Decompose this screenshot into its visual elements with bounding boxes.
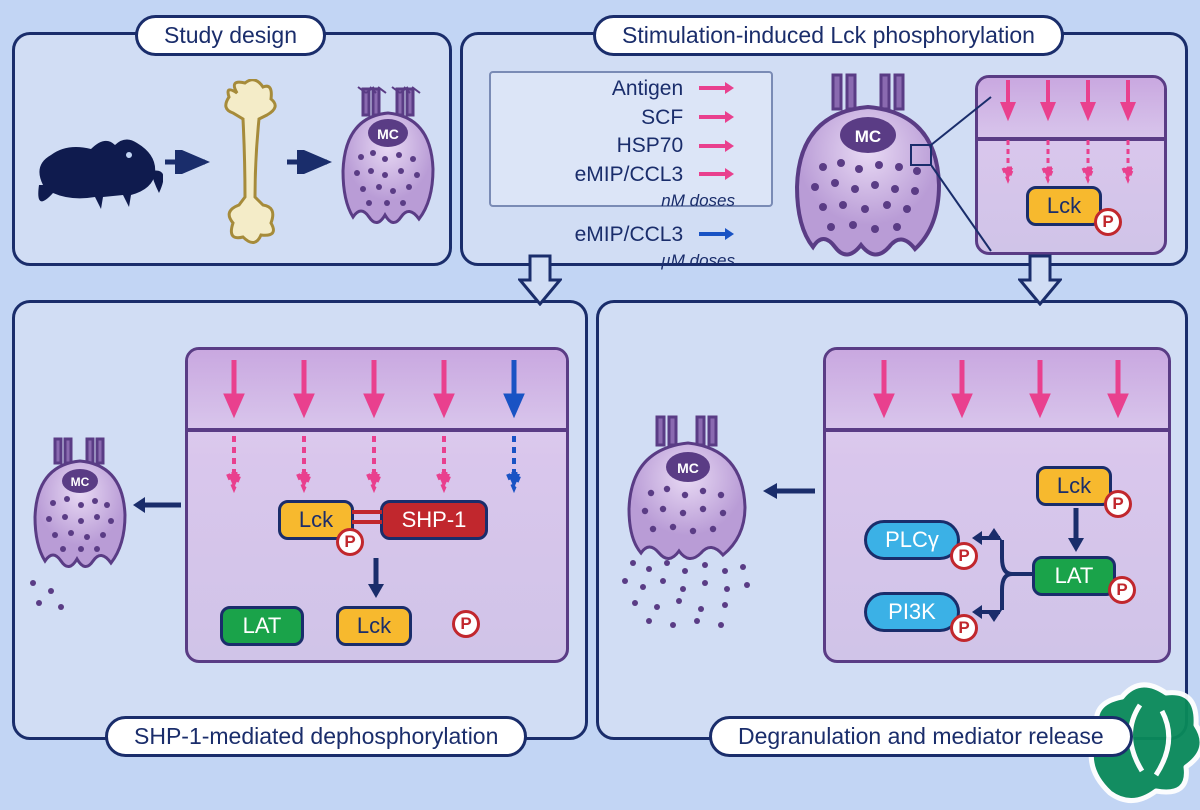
panel-study-design: Study design — [12, 32, 452, 266]
shp1-box: SHP-1 — [380, 500, 488, 540]
stim-emip-nm: eMIP/CCL3 — [575, 163, 684, 186]
phos-lck-p4: P — [1104, 490, 1132, 518]
nm-note: nM doses — [489, 190, 735, 213]
lat-p3: LAT — [220, 606, 304, 646]
title-shp1: SHP-1-mediated dephosphorylation — [105, 716, 527, 757]
membrane-p3: Lck P SHP-1 LAT Lck P — [185, 347, 569, 663]
mast-cell-p3: MC — [25, 433, 135, 593]
pink-arrow-icon — [699, 75, 735, 103]
phos-p2: P — [1094, 208, 1122, 236]
lck-free: Lck — [336, 606, 412, 646]
stim-hsp70: HSP70 — [617, 134, 684, 157]
arrow-mouse-to-bone — [165, 150, 215, 174]
stimuli-nm-list: Antigen SCF HSP70 eMIP/CCL3 nM doses — [489, 75, 735, 212]
down-arrow-to-p3 — [518, 254, 562, 306]
phos-bound: P — [336, 528, 364, 556]
panel-stimulation: Stimulation-induced Lck phosphorylation … — [460, 32, 1188, 266]
lck-box-p2: Lck — [1026, 186, 1102, 226]
mouse-icon — [33, 115, 163, 215]
phos-free: P — [452, 610, 480, 638]
title-stimulation: Stimulation-induced Lck phosphorylation — [593, 15, 1064, 56]
lat-p4: LAT — [1032, 556, 1116, 596]
arrow-bone-to-mast — [287, 150, 337, 174]
blue-arrow-icon — [699, 221, 735, 249]
svg-text:MC: MC — [377, 126, 399, 142]
membrane-zoom-p2: Lck P — [975, 75, 1167, 255]
lat-branch — [972, 528, 1036, 624]
arrow-lck-lat — [1064, 506, 1088, 554]
arrow-p4-to-cell — [761, 479, 819, 503]
lck-shp1-bond — [352, 506, 382, 530]
stim-scf: SCF — [641, 106, 683, 129]
membrane-p4: Lck P LAT P PLCγ P PI3K P — [823, 347, 1171, 663]
svg-text:MC: MC — [71, 475, 90, 489]
plcg-box: PLCγ — [864, 520, 960, 560]
mast-cell-p4: MC — [613, 413, 763, 633]
panel-degranulation: Degranulation and mediator release MC — [596, 300, 1188, 740]
svg-text:MC: MC — [677, 460, 699, 476]
arrow-p3-to-cell — [131, 493, 185, 517]
svg-text:MC: MC — [855, 127, 881, 146]
pi3k-box: PI3K — [864, 592, 960, 632]
panel-shp1: SHP-1-mediated dephosphorylation MC — [12, 300, 588, 740]
mast-cell-p2: MC — [783, 71, 953, 271]
arrow-dephos — [364, 556, 388, 600]
stim-emip-um: eMIP/CCL3 — [575, 223, 684, 246]
callout-lines — [931, 95, 1001, 255]
title-study-design: Study design — [135, 15, 326, 56]
down-arrow-to-p4 — [1018, 254, 1062, 306]
bone-icon — [215, 79, 285, 254]
mast-cell-p1: MC — [333, 83, 443, 243]
stim-antigen: Antigen — [612, 77, 683, 100]
few-granules-p3 — [21, 573, 81, 623]
lck-p4: Lck — [1036, 466, 1112, 506]
title-degranulation: Degranulation and mediator release — [709, 716, 1133, 757]
phos-lat: P — [1108, 576, 1136, 604]
